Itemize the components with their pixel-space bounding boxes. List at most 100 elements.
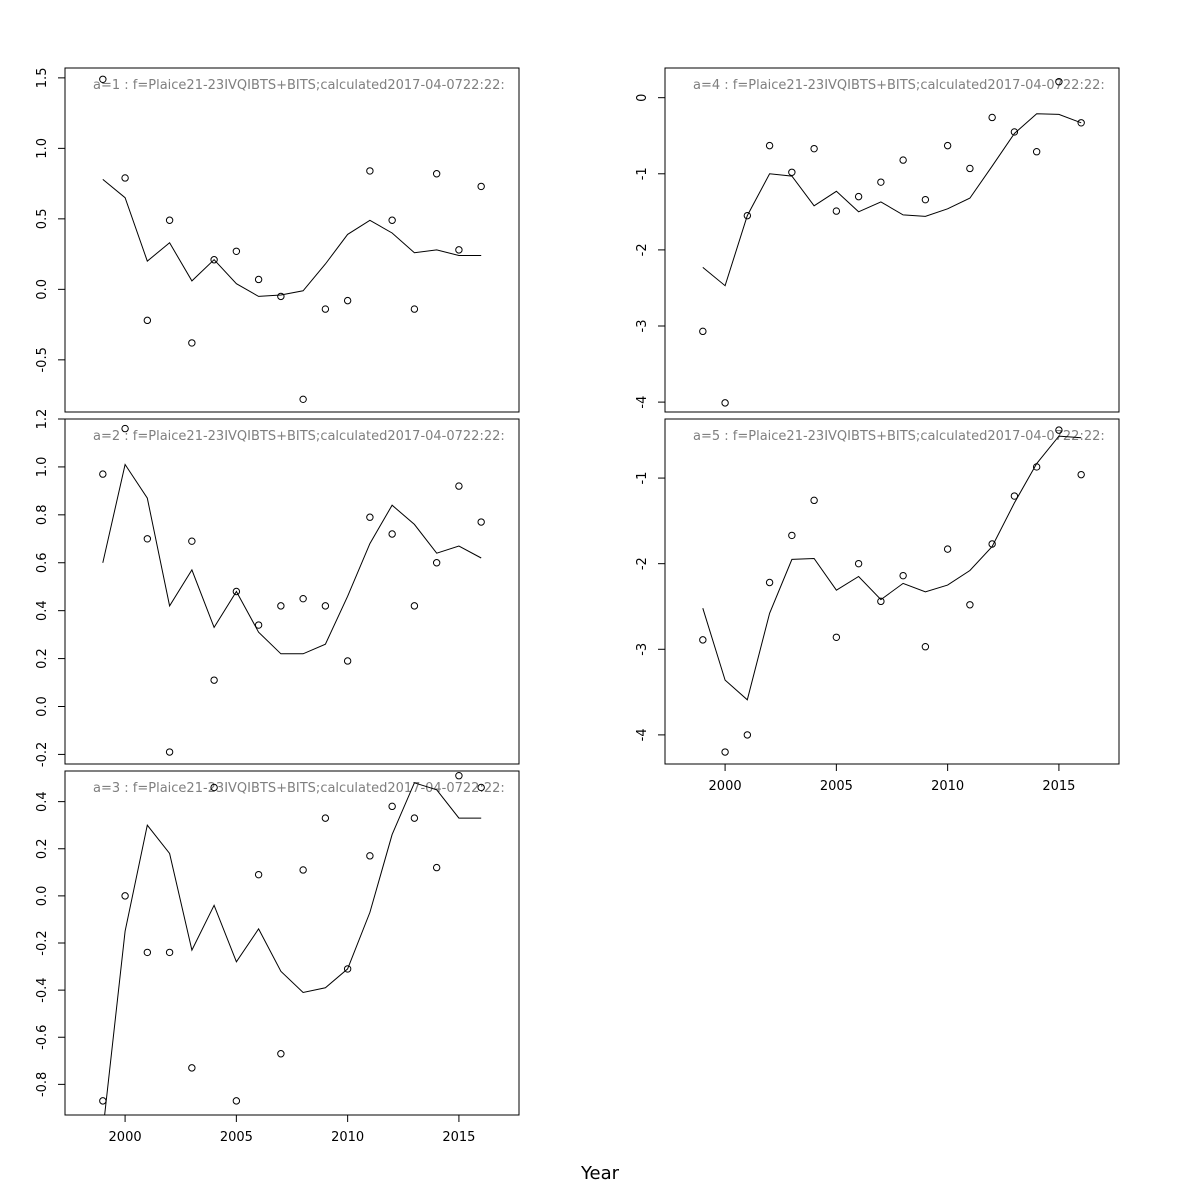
panel-4-ytick-label-4: 0 — [635, 94, 650, 102]
panel-5-point-14 — [1010, 492, 1019, 500]
panel-4-point-16 — [1055, 77, 1063, 86]
panel-2-point-17 — [477, 518, 485, 526]
panel-3-data — [99, 772, 485, 1115]
panel-2-point-3 — [165, 748, 174, 756]
panel-3-point-7 — [254, 870, 263, 879]
panel-2-ytick-label-3: 0.4 — [35, 600, 50, 621]
panel-4-ytick-label-2: -2 — [635, 243, 650, 256]
panel-2-ytick-label-1: 0.0 — [35, 696, 50, 717]
panel-4-point-10 — [921, 195, 930, 204]
panel-1-point-3 — [165, 216, 174, 224]
panel-2-point-11 — [343, 657, 352, 665]
panel-3-point-4 — [188, 1064, 196, 1072]
panel-4-point-8 — [877, 178, 885, 186]
panel-1-ytick-label-0: -0.5 — [35, 347, 50, 372]
panel-2-point-5 — [210, 676, 218, 684]
panel-5-xtick-label-0: 2000 — [709, 779, 742, 794]
panel-3-point-16 — [455, 772, 463, 780]
panel-1-title: a=1 : f=Plaice21-23IVQIBTS+BITS;calculat… — [93, 78, 505, 93]
panel-5-point-11 — [943, 545, 952, 553]
panel-5-frame — [664, 418, 1120, 765]
panel-4: -4 -3 -2 -1 0 a=4 : f=Plaice21-23IVQIBTS+BITS… — [635, 67, 1120, 413]
panel-5-ytick-label-2: -2 — [635, 557, 650, 570]
panel-3-xtick-label-2: 2010 — [331, 1130, 364, 1145]
panel-5-ytick-label-1: -3 — [635, 643, 650, 656]
x-axis-title: Year — [580, 1163, 620, 1184]
panel-1-fitted-line — [102, 179, 482, 297]
panel-1-data — [99, 75, 485, 404]
panel-4-point-2 — [743, 211, 752, 220]
panel-5-point-10 — [921, 643, 930, 651]
panel-1-point-15 — [432, 170, 441, 178]
panel-3-point-8 — [277, 1050, 285, 1058]
panel-1-ytick-label-4: 1.5 — [35, 68, 50, 89]
panel-1-point-4 — [188, 339, 196, 347]
panel-3-point-13 — [388, 802, 396, 811]
panel-4-data — [699, 77, 1085, 407]
panel-2-point-16 — [455, 482, 463, 490]
panel-5-point-0 — [699, 636, 707, 644]
panel-5-point-6 — [832, 633, 841, 642]
panel-3-xtick-label-1: 2005 — [220, 1130, 253, 1145]
panel-1-point-0 — [99, 75, 107, 83]
panel-3-ytick-label-2: -0.4 — [35, 977, 50, 1002]
panel-5-data — [699, 426, 1085, 756]
panel-2-fitted-line — [102, 463, 482, 655]
panel-1-point-1 — [121, 174, 129, 182]
panel-2-point-9 — [299, 594, 307, 603]
panel-3-title: a=3 : f=Plaice21-23IVQIBTS+BITS;calculat… — [93, 781, 505, 796]
panel-1-point-13 — [388, 216, 396, 224]
panel-5-point-2 — [743, 731, 752, 739]
panel-3-xtick-label-0: 2000 — [109, 1130, 142, 1145]
panel-4-frame — [664, 67, 1120, 413]
panel-1-ytick-label-2: 0.5 — [35, 209, 50, 230]
panel-2-ytick-label-4: 0.6 — [35, 552, 50, 573]
panel-4-point-5 — [810, 144, 818, 153]
panel-1-point-14 — [410, 305, 419, 313]
panel-2-point-7 — [254, 621, 263, 629]
panel-3-point-15 — [432, 863, 441, 872]
panel-2-ytick-label-6: 1.0 — [35, 457, 50, 478]
panel-4-point-1 — [721, 399, 729, 407]
panel-2-ytick-label-0: -0.2 — [35, 742, 50, 767]
panel-4-fitted-line — [702, 113, 1082, 287]
panel-2-point-14 — [410, 602, 419, 610]
panel-4-point-9 — [899, 156, 907, 164]
panel-1-point-10 — [321, 305, 330, 313]
panel-4-point-14 — [1010, 128, 1019, 136]
panel-5: -4 -3 -2 -1 2000 2005 2010 2015 a=5 : f=Plaice21… — [635, 418, 1120, 794]
panel-4-point-4 — [788, 168, 796, 176]
panel-2-point-15 — [432, 559, 441, 567]
panel-5-point-17 — [1077, 470, 1085, 479]
panel-2-point-12 — [366, 513, 374, 521]
panel-3-ytick-label-0: -0.8 — [35, 1072, 50, 1097]
panel-3-fitted-line — [104, 782, 482, 1115]
panel-5-fitted-line — [702, 435, 1082, 701]
panel-2-point-0 — [99, 470, 107, 478]
panel-3-ytick-label-1: -0.6 — [35, 1025, 50, 1050]
panel-3-point-14 — [410, 814, 419, 822]
panel-4-point-15 — [1032, 148, 1041, 156]
panel-3-point-12 — [366, 852, 374, 860]
panel-5-xtick-label-3: 2015 — [1042, 779, 1075, 794]
panel-2-ytick-label-2: 0.2 — [35, 648, 50, 669]
panel-1-point-6 — [232, 247, 241, 255]
panel-1-frame — [64, 67, 520, 413]
panel-1-ytick-label-1: 0.0 — [35, 279, 50, 300]
panel-3-point-5 — [210, 783, 218, 792]
panel-3-point-10 — [321, 814, 330, 822]
panel-1-point-9 — [299, 395, 307, 404]
panel-1-point-7 — [254, 275, 263, 284]
panel-3-xtick-label-3: 2015 — [442, 1130, 475, 1145]
panel-3-ytick-label-5: 0.2 — [35, 838, 50, 859]
panel-1-ytick-label-3: 1.0 — [35, 138, 50, 159]
panel-1-point-5 — [210, 256, 218, 264]
panel-5-title: a=5 : f=Plaice21-23IVQIBTS+BITS;calculat… — [693, 429, 1105, 444]
panel-3-frame — [64, 770, 520, 1116]
panel-2-point-2 — [143, 535, 152, 543]
panel-4-point-11 — [943, 141, 952, 150]
panel-1: -0.5 0.0 0.5 1.0 1.5 a=1 : f=Plaice21-23IVQIB… — [35, 67, 520, 413]
panel-1-point-17 — [477, 182, 485, 191]
panel-3-ytick-label-4: 0.0 — [35, 886, 50, 907]
panel-3-ytick-label-3: -0.2 — [35, 930, 50, 955]
